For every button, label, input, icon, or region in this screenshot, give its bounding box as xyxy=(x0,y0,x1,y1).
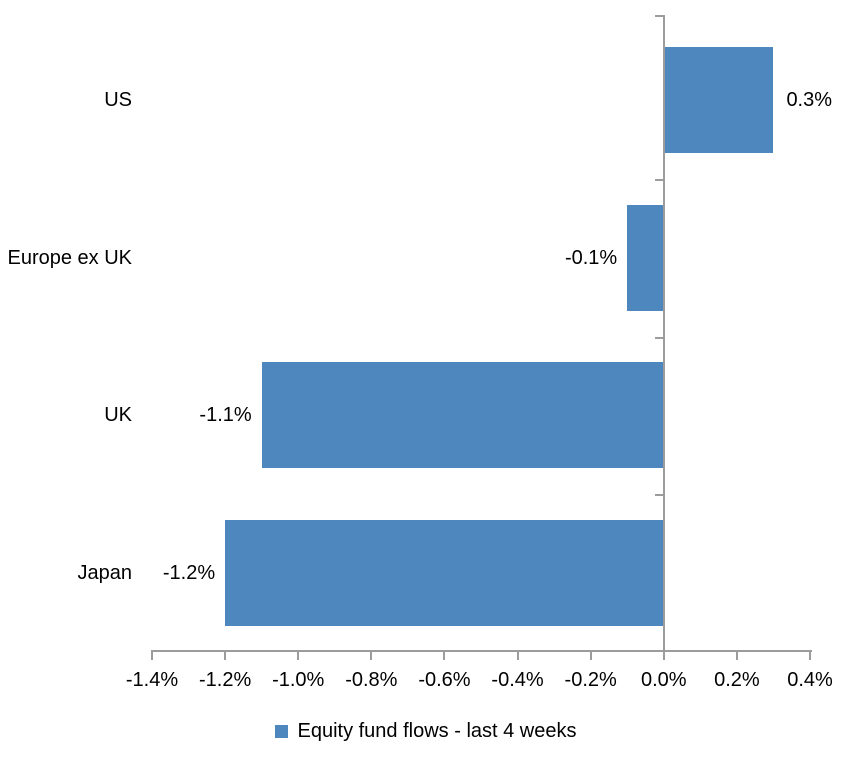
value-axis-tick xyxy=(224,650,227,660)
value-axis-tick-label: -1.0% xyxy=(272,669,325,691)
data-label: -1.2% xyxy=(162,562,216,585)
data-label: 0.3% xyxy=(786,89,833,111)
value-axis-tick-label: 0.0% xyxy=(640,669,687,691)
category-label: Japan xyxy=(77,562,133,585)
value-axis-tick xyxy=(443,650,446,660)
category-axis-tick xyxy=(654,178,663,181)
value-axis-tick-label: -1.4% xyxy=(125,669,179,691)
value-axis-tick-label: -0.4% xyxy=(491,669,544,691)
data-label: -0.1% xyxy=(564,246,618,269)
value-axis-tick xyxy=(516,650,519,660)
legend-marker-icon xyxy=(275,724,289,738)
category-axis-tick xyxy=(654,336,663,339)
category-label: UK xyxy=(104,404,132,427)
bar-japan xyxy=(225,520,664,627)
value-axis-tick xyxy=(589,650,592,660)
value-axis-tick-label: -0.8% xyxy=(345,669,398,691)
category-label: Europe ex UK xyxy=(7,246,132,269)
value-axis-tick-label: -1.2% xyxy=(198,669,252,691)
value-axis-tick-label: 0.4% xyxy=(787,669,833,691)
value-axis-line xyxy=(152,650,812,652)
bar-us xyxy=(663,47,774,153)
bar-uk xyxy=(261,362,664,469)
value-axis-tick xyxy=(662,650,665,660)
category-label: US xyxy=(104,89,132,111)
value-axis-tick xyxy=(151,650,153,660)
value-axis-tick xyxy=(370,650,373,660)
category-axis-tick xyxy=(654,15,663,17)
value-axis-tick xyxy=(809,650,811,660)
value-axis-tick-label: -0.6% xyxy=(418,669,471,691)
value-axis-tick xyxy=(297,650,300,660)
value-axis-tick-label: -0.2% xyxy=(564,669,617,691)
value-axis-tick-label: 0.2% xyxy=(714,669,760,691)
legend-label: Equity fund flows - last 4 weeks xyxy=(297,720,577,742)
category-axis-tick xyxy=(654,494,663,497)
bar-europe-ex-uk xyxy=(627,204,664,311)
category-axis-line xyxy=(662,15,665,652)
legend: Equity fund flows - last 4 weeks xyxy=(0,719,852,743)
data-label: -1.1% xyxy=(199,404,252,427)
value-axis-tick xyxy=(735,650,738,660)
